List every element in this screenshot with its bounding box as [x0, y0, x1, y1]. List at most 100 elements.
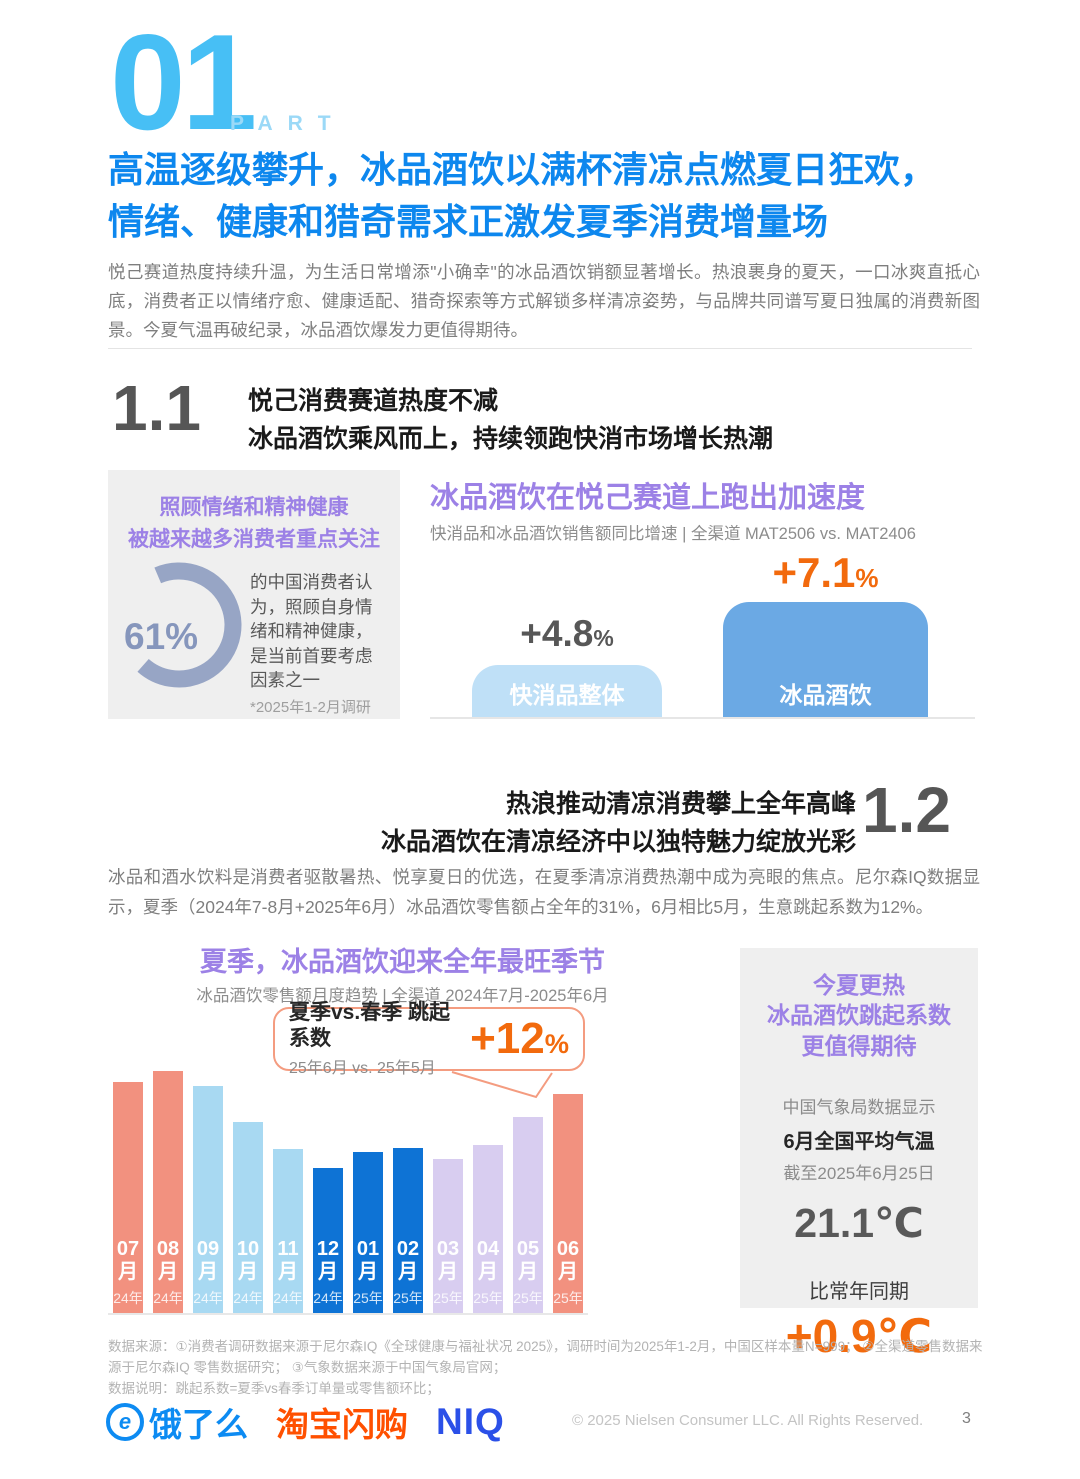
trend-bar-month-label: 05	[516, 1238, 540, 1260]
weather-title-line2: 冰品酒饮跳起系数	[767, 1002, 951, 1029]
trend-bar-25-01: 01 月 25年	[353, 1152, 383, 1313]
donut-arc	[116, 562, 242, 688]
footer-logos: e 饿了么 淘宝闪购 NIQ	[106, 1398, 505, 1446]
trend-bar-month-label: 07	[116, 1238, 140, 1260]
trend-bar-month-unit: 月	[398, 1261, 418, 1283]
trend-bar-year-label: 24年	[193, 1290, 223, 1306]
eleme-logo-text: 饿了么	[149, 1406, 248, 1443]
data-sources-line2: 数据说明：跳起系数=夏季vs春季订单量或零售额环比；	[108, 1380, 440, 1396]
trend-bar-month-label: 12	[316, 1238, 340, 1260]
weather-compare-label: 比常年同期	[809, 1281, 909, 1304]
trend-bar-month-unit: 月	[358, 1261, 378, 1283]
growth-value-fmcg-percent: %	[593, 625, 614, 651]
trend-bar-month-label: 04	[476, 1238, 500, 1260]
trend-bar-month-unit: 月	[238, 1261, 258, 1283]
callout-value-number: +12	[470, 1014, 545, 1063]
trend-bar-month-unit: 月	[278, 1261, 298, 1283]
trend-bar-month-label: 08	[156, 1238, 180, 1260]
trend-bar-25-06: 06 月 25年	[553, 1094, 583, 1313]
callout-value: +12%	[470, 1017, 569, 1061]
weather-delta: +0.9℃	[785, 1310, 933, 1363]
callout-sub-label: 25年6月 vs. 25年5月	[289, 1059, 436, 1077]
trend-bar-month-unit: 月	[198, 1261, 218, 1283]
part-number: 01	[110, 6, 257, 158]
data-sources-line1: 数据来源：①消费者调研数据来源于尼尔森IQ《全球健康与福祉状况 2025》，调研…	[108, 1339, 983, 1375]
trend-bar-year-label: 24年	[313, 1290, 343, 1306]
trend-bar-month-label: 06	[556, 1238, 580, 1260]
eleme-logo: e 饿了么	[106, 1398, 248, 1446]
weather-temperature: 21.1℃	[794, 1200, 924, 1247]
page-title-line1: 高温逐级攀升，冰品酒饮以满杯清凉点燃夏日狂欢，	[108, 149, 937, 190]
growth-bar-fmcg-label: 快消品整体	[509, 682, 625, 708]
trend-bar-25-02: 02 月 25年	[393, 1148, 423, 1313]
weather-asof-date: 截至2025年6月25日	[783, 1164, 935, 1184]
mood-card-title-line1: 照顾情绪和精神健康	[159, 496, 349, 519]
page-title: 高温逐级攀升，冰品酒饮以满杯清凉点燃夏日狂欢， 情绪、健康和猎奇需求正激发夏季消费…	[108, 144, 988, 248]
growth-bar-ice-label: 冰品酒饮	[779, 682, 872, 708]
monthly-trend-chart: 07 月 24年 08 月 24年 09 月 24年 10 月 24年 11 月 24年 12 月 24年 01 月 2…	[113, 1071, 583, 1313]
section-1-1-heading-line1: 悦己消费赛道热度不减	[248, 387, 499, 415]
callout-text: 夏季vs.春季 跳起系数 25年6月 vs. 25年5月	[289, 1000, 470, 1077]
growth-value-ice-percent: %	[855, 563, 879, 593]
trend-bar-month-unit: 月	[558, 1261, 578, 1283]
trend-bar-year-label: 25年	[513, 1290, 543, 1306]
callout-value-percent: %	[544, 1028, 569, 1059]
trend-bar-25-05: 05 月 25年	[513, 1117, 543, 1313]
trend-bar-year-label: 25年	[473, 1290, 503, 1306]
weather-title-line1: 今夏更热	[813, 972, 905, 998]
trend-bar-month-label: 03	[436, 1238, 460, 1260]
callout-tail	[451, 1071, 553, 1099]
trend-bar-24-10: 10 月 24年	[233, 1122, 263, 1313]
copyright-text: © 2025 Nielsen Consumer LLC. All Rights …	[572, 1412, 924, 1429]
trend-bar-month-label: 09	[196, 1238, 220, 1260]
niq-logo: NIQ	[436, 1401, 505, 1442]
page-title-line2: 情绪、健康和猎奇需求正激发夏季消费增量场	[108, 201, 829, 243]
trend-bar-year-label: 25年	[553, 1290, 583, 1306]
trend-chart-title: 夏季，冰品酒饮迎来全年最旺季节	[200, 947, 605, 977]
trend-bar-year-label: 25年	[353, 1290, 383, 1306]
mood-card-footnote: *2025年1-2月调研	[250, 698, 371, 716]
trend-chart-subtitle: 冰品酒饮零售额月度趋势 | 全渠道 2024年7月-2025年6月	[196, 987, 609, 1005]
weather-source: 中国气象局数据显示	[782, 1098, 936, 1118]
section-1-2-paragraph: 冰品和酒水饮料是消费者驱散暑热、悦享夏日的优选，在夏季清凉消费热潮中成为亮眼的焦…	[108, 867, 980, 918]
trend-bar-24-11: 11 月 24年	[273, 1149, 303, 1313]
eleme-icon: e	[106, 1403, 144, 1441]
trend-bar-year-label: 25年	[393, 1290, 423, 1306]
page-number: 3	[962, 1410, 971, 1427]
trend-bar-24-12: 12 月 24年	[313, 1168, 343, 1313]
trend-bar-year-label: 24年	[273, 1290, 303, 1306]
donut-value-label: 61%	[124, 616, 199, 657]
trend-bar-month-unit: 月	[438, 1261, 458, 1283]
mood-card-description: 的中国消费者认为，照顾自身情绪和精神健康，是当前首要考虑因素之一	[250, 572, 373, 690]
section-1-2-heading: 热浪推动清凉消费攀上全年高峰冰品酒饮在清凉经济中以独特魅力绽放光彩	[108, 786, 856, 861]
callout-main-label: 夏季vs.春季 跳起系数	[289, 1001, 451, 1050]
trend-bar-year-label: 25年	[433, 1290, 463, 1306]
trend-bar-month-unit: 月	[518, 1261, 538, 1283]
growth-value-ice-number: +7.1	[772, 549, 856, 596]
donut-chart	[116, 562, 242, 688]
section-1-2-heading-line2: 冰品酒饮在清凉经济中以独特魅力绽放光彩	[380, 827, 856, 856]
mood-health-card: 照顾情绪和精神健康 被越来越多消费者重点关注 61% 的中国消费者认为，照顾自身情…	[108, 470, 400, 719]
taobao-shangou-logo: 淘宝闪购	[276, 1406, 408, 1443]
growth-bar-ice-drinks	[723, 602, 928, 718]
growth-value-fmcg-number: +4.8	[520, 613, 594, 654]
data-sources: 数据来源：①消费者调研数据来源于尼尔森IQ《全球健康与福祉状况 2025》，调研…	[108, 1337, 984, 1400]
trend-bar-year-label: 24年	[153, 1290, 183, 1306]
growth-value-ice-drinks: +7.1%	[723, 552, 928, 594]
section-1-2-heading-line1: 热浪推动清凉消费攀上全年高峰	[505, 790, 856, 818]
intro-paragraph: 悦己赛道热度持续升温，为生活日常增添"小确幸"的冰品酒饮销额显著增长。热浪裹身的…	[108, 262, 980, 341]
trend-bar-24-09: 09 月 24年	[193, 1086, 223, 1313]
trend-bar-month-unit: 月	[318, 1261, 338, 1283]
accel-chart-baseline	[430, 717, 975, 719]
trend-bar-24-07: 07 月 24年	[113, 1082, 143, 1313]
trend-chart-baseline	[108, 1313, 588, 1315]
trend-bar-month-unit: 月	[118, 1261, 138, 1283]
accel-chart-title: 冰品酒饮在悦己赛道上跑出加速度	[430, 482, 866, 514]
trend-bar-year-label: 24年	[233, 1290, 263, 1306]
trend-bar-year-label: 24年	[113, 1290, 143, 1306]
section-1-2-number: 1.2	[862, 774, 951, 846]
section-1-1-number: 1.1	[112, 372, 201, 444]
weather-card-title: 今夏更热 冰品酒饮跳起系数 更值得期待	[740, 970, 978, 1061]
jump-index-callout: 夏季vs.春季 跳起系数 25年6月 vs. 25年5月 +12%	[273, 1001, 585, 1077]
